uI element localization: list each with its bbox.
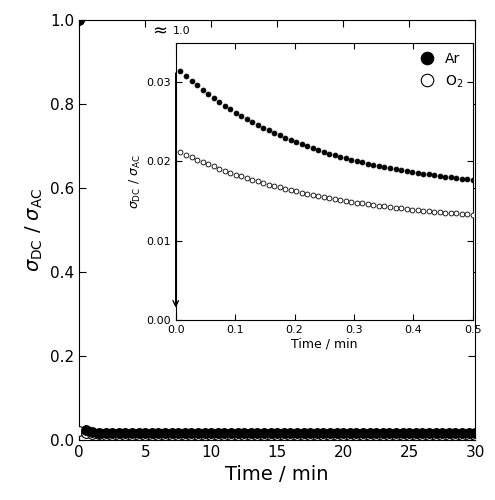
Y-axis label: $\sigma_{\mathrm{DC}}$ / $\sigma_{\mathrm{AC}}$: $\sigma_{\mathrm{DC}}$ / $\sigma_{\mathr…: [128, 154, 144, 208]
Text: 1.0: 1.0: [173, 26, 191, 36]
Legend: Ar, O$_2$: Ar, O$_2$: [410, 50, 466, 92]
Text: ≈: ≈: [152, 22, 167, 40]
X-axis label: Time / min: Time / min: [291, 338, 357, 350]
X-axis label: Time / min: Time / min: [225, 466, 329, 484]
Y-axis label: $\sigma_{\mathrm{DC}}$ / $\sigma_{\mathrm{AC}}$: $\sigma_{\mathrm{DC}}$ / $\sigma_{\mathr…: [23, 188, 45, 272]
